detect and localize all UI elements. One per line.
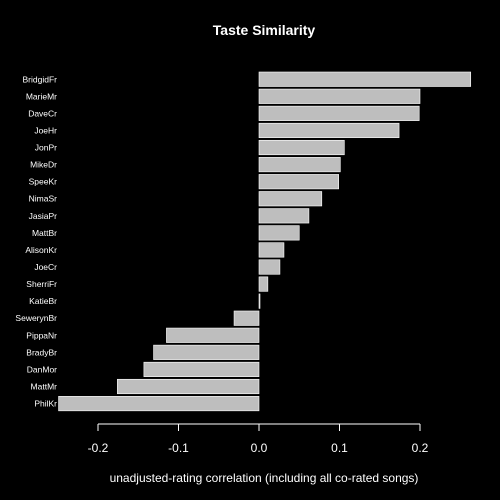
bar-alisonkr	[258, 242, 285, 258]
category-label: SpeeKr	[29, 177, 58, 187]
bars-group	[58, 71, 472, 412]
bar-katiebr	[258, 293, 261, 309]
bar-joecr	[258, 259, 281, 275]
bar-speekr	[258, 174, 339, 190]
bar-pippanr	[166, 327, 260, 343]
bar-mattbr	[258, 225, 300, 241]
chart-title: Taste Similarity	[213, 22, 316, 38]
x-tick-label: -0.1	[168, 441, 189, 455]
category-label: NimaSr	[29, 194, 58, 204]
bar-davecr	[258, 105, 420, 121]
category-label: SherriFr	[26, 279, 57, 289]
category-label: PhilKr	[34, 399, 57, 409]
category-label: JoeHr	[34, 125, 57, 135]
category-label: AlisonKr	[25, 245, 57, 255]
category-label: MattBr	[32, 228, 57, 238]
bar-mariemr	[258, 88, 421, 104]
category-label: JasiaPr	[29, 211, 58, 221]
category-label: DanMor	[27, 364, 57, 374]
bar-nimasr	[258, 191, 323, 207]
category-label: BridgidFr	[23, 74, 58, 84]
x-tick-label: 0.2	[412, 441, 429, 455]
bar-philkr	[58, 396, 260, 412]
category-label: MikeDr	[30, 160, 57, 170]
category-label: DaveCr	[28, 108, 57, 118]
x-tick-label: -0.2	[88, 441, 109, 455]
category-label: MattMr	[31, 382, 58, 392]
bar-mattmr	[117, 378, 260, 395]
category-label: BradyBr	[26, 347, 57, 357]
bar-sewerynbr	[233, 310, 260, 326]
category-label: KatieBr	[29, 296, 57, 306]
category-label: MarieMr	[26, 91, 57, 101]
x-axis-label: unadjusted-rating correlation (including…	[110, 471, 419, 485]
bar-mikedr	[258, 157, 341, 173]
category-label: SewerynBr	[15, 313, 57, 323]
x-tick-label: 0.1	[331, 441, 348, 455]
category-label: PippaNr	[26, 330, 57, 340]
category-labels: BridgidFr MarieMr DaveCr JoeHr JonPr MikeDr Sp…	[15, 74, 57, 408]
bar-jonpr	[258, 139, 345, 156]
bar-bradybr	[153, 344, 260, 360]
bar-joehr	[258, 122, 400, 139]
x-tick-label: 0.0	[251, 441, 268, 455]
category-label: JoeCr	[34, 262, 57, 272]
x-axis-ticks: -0.2 -0.1 0.0 0.1 0.2	[88, 424, 429, 455]
category-label: JonPr	[35, 143, 57, 153]
bar-jasiapr	[258, 208, 310, 224]
bar-sherrifr	[258, 276, 269, 292]
bar-bridgidfr	[258, 71, 472, 87]
bar-danmor	[143, 361, 260, 377]
